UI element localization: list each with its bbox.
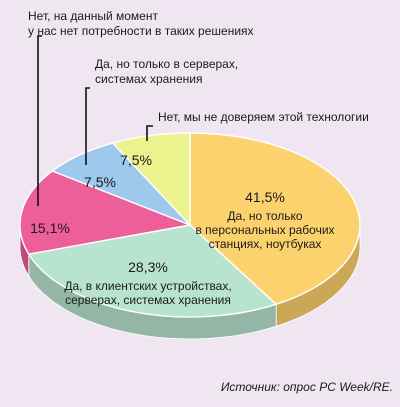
slice-no-need-category-label-line: Нет, на данный момент <box>28 9 158 23</box>
slice-workstations-category-label-line: Да, но только <box>227 209 303 223</box>
slice-no-trust-value-label: 7,5% <box>120 152 152 168</box>
slice-clients-servers-storage <box>28 224 277 318</box>
slice-workstations-value-label: 41,5% <box>245 189 285 205</box>
slice-no-need-category-label: Нет, на данный момент у нас нет потребнос… <box>28 9 254 38</box>
slice-clients-servers-storage-category-label-line: Да, в клиентских устройствах, <box>64 279 231 293</box>
slice-no-trust-category-label-line: Нет, мы не доверяем этой технологии <box>158 110 369 124</box>
slice-clients-servers-storage-category-label: Да, в клиентских устройствах, серверах, с… <box>64 279 231 307</box>
slice-no-need-value-label: 15,1% <box>30 220 70 236</box>
slice-workstations-category-label: Да, но только в персональных рабочих станц… <box>195 209 334 251</box>
slice-servers-storage-leader-line <box>85 87 90 165</box>
slice-no-need-leader-line <box>37 35 42 206</box>
slice-servers-storage-category-label-line: системах хранения <box>95 72 202 86</box>
slice-servers-storage-value-label: 7,5% <box>84 174 116 190</box>
slice-no-trust <box>112 132 191 226</box>
leader-lines <box>37 35 153 206</box>
slice-servers-storage-category-label-line: Да, но только в серверах, <box>95 57 238 71</box>
slice-no-need-category-label-line: у нас нет потребности в таких решениях <box>28 24 254 38</box>
slice-workstations <box>189 132 361 306</box>
slice-no-need <box>19 170 191 255</box>
slice-clients-servers-storage-value-label: 28,3% <box>128 259 168 275</box>
slice-workstations-category-label-line: станциях, ноутбуках <box>209 237 322 251</box>
slice-clients-servers-storage-category-label-line: серверах, системах хранения <box>65 293 231 307</box>
slice-workstations-category-label-line: в персональных рабочих <box>195 223 334 237</box>
slice-no-trust-leader-line <box>146 125 153 141</box>
slice-no-trust-category-label: Нет, мы не доверяем этой технологии <box>158 110 369 124</box>
slice-servers-storage-category-label: Да, но только в серверах, системах хранен… <box>95 57 238 86</box>
source-note: Источник: опрос PC Week/RE. <box>221 380 393 394</box>
slice-labels: 41,5% Да, но только в персональных рабочих… <box>28 9 369 307</box>
